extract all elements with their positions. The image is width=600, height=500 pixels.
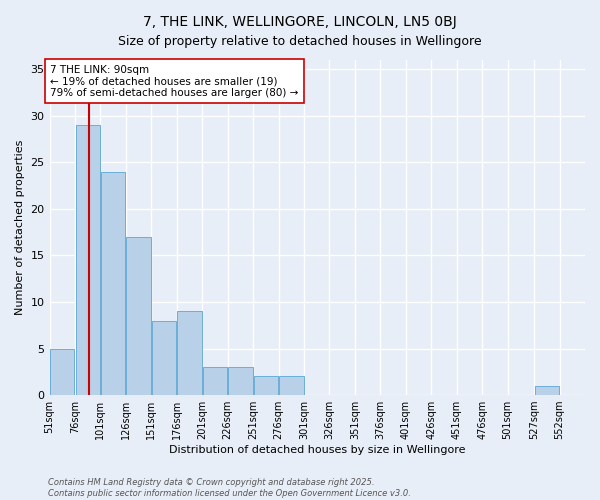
Bar [228,367,253,395]
Text: 7, THE LINK, WELLINGORE, LINCOLN, LN5 0BJ: 7, THE LINK, WELLINGORE, LINCOLN, LN5 0B… [143,15,457,29]
Text: 7 THE LINK: 90sqm
← 19% of detached houses are smaller (19)
79% of semi-detached: 7 THE LINK: 90sqm ← 19% of detached hous… [50,64,298,98]
Bar [254,376,278,395]
Bar [535,386,559,395]
Bar [50,348,74,395]
Bar [76,125,100,395]
Bar [101,172,125,395]
Y-axis label: Number of detached properties: Number of detached properties [15,140,25,315]
Text: Contains HM Land Registry data © Crown copyright and database right 2025.
Contai: Contains HM Land Registry data © Crown c… [48,478,411,498]
Bar [127,237,151,395]
Bar [152,320,176,395]
Text: Size of property relative to detached houses in Wellingore: Size of property relative to detached ho… [118,35,482,48]
X-axis label: Distribution of detached houses by size in Wellingore: Distribution of detached houses by size … [169,445,466,455]
Bar [177,312,202,395]
Bar [203,367,227,395]
Bar [279,376,304,395]
